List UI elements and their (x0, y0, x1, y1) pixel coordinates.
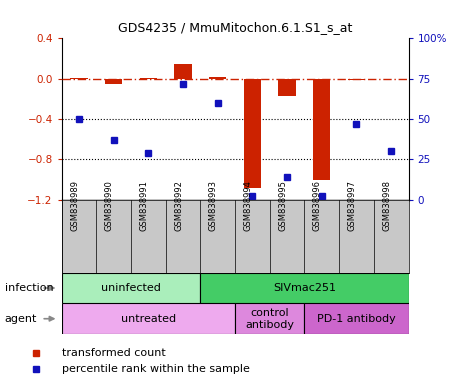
Bar (174, 64, 192, 79)
Bar (235, 303, 304, 334)
Text: transformed count: transformed count (62, 348, 165, 358)
Bar (348, 79, 365, 80)
Text: untreated: untreated (121, 314, 176, 324)
Text: GSM838990: GSM838990 (105, 180, 114, 231)
Bar (200, 273, 408, 303)
Bar (304, 303, 408, 334)
Bar (209, 77, 227, 79)
Text: agent: agent (5, 314, 37, 324)
Text: GSM838997: GSM838997 (348, 180, 357, 231)
Bar (244, 79, 261, 188)
Bar (62, 303, 235, 334)
Text: control
antibody: control antibody (245, 308, 294, 329)
Bar (278, 79, 296, 96)
Text: SIVmac251: SIVmac251 (273, 283, 336, 293)
Text: GSM838993: GSM838993 (209, 180, 218, 231)
Text: GSM838992: GSM838992 (174, 180, 183, 231)
Bar (140, 78, 157, 79)
Text: GSM838995: GSM838995 (278, 180, 287, 231)
Bar (313, 79, 331, 180)
Bar (70, 78, 88, 79)
Title: GDS4235 / MmuMitochon.6.1.S1_s_at: GDS4235 / MmuMitochon.6.1.S1_s_at (118, 22, 352, 35)
Text: GSM838998: GSM838998 (382, 180, 391, 231)
Text: uninfected: uninfected (101, 283, 161, 293)
Text: percentile rank within the sample: percentile rank within the sample (62, 364, 250, 374)
Text: GSM838991: GSM838991 (140, 180, 148, 231)
Text: infection: infection (5, 283, 53, 293)
Bar (105, 79, 123, 84)
Bar (62, 273, 200, 303)
Text: GSM838989: GSM838989 (70, 180, 79, 231)
Text: PD-1 antibody: PD-1 antibody (317, 314, 396, 324)
Text: GSM838994: GSM838994 (244, 180, 253, 231)
Text: GSM838996: GSM838996 (313, 180, 322, 231)
